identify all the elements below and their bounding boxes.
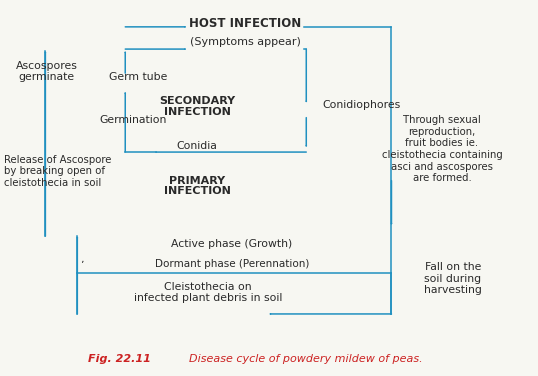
Text: ʼ: ʼ xyxy=(80,260,83,270)
Text: Ascospores
germinate: Ascospores germinate xyxy=(16,61,77,82)
Text: INFECTION: INFECTION xyxy=(164,107,231,117)
Text: INFECTION: INFECTION xyxy=(164,186,231,196)
Text: Conidia: Conidia xyxy=(176,141,217,151)
Text: Disease cycle of powdery mildew of peas.: Disease cycle of powdery mildew of peas. xyxy=(189,354,423,364)
Text: SECONDARY: SECONDARY xyxy=(159,96,235,106)
Text: Through sexual
reproduction,
fruit bodies ie.
cleistothecia containing
asci and : Through sexual reproduction, fruit bodie… xyxy=(381,115,502,183)
Text: Dormant phase (Perennation): Dormant phase (Perennation) xyxy=(154,259,309,269)
Text: Release of Ascospore
by breaking open of
cleistothecia in soil: Release of Ascospore by breaking open of… xyxy=(4,155,111,188)
Text: Fall on the
soil during
harvesting: Fall on the soil during harvesting xyxy=(424,262,482,296)
Text: Active phase (Growth): Active phase (Growth) xyxy=(171,238,292,249)
Text: Germination: Germination xyxy=(100,115,167,125)
Text: (Symptoms appear): (Symptoms appear) xyxy=(189,37,301,47)
Text: Cleistothecia on
infected plant debris in soil: Cleistothecia on infected plant debris i… xyxy=(133,282,282,303)
Text: PRIMARY: PRIMARY xyxy=(169,176,225,186)
Text: Conidiophores: Conidiophores xyxy=(322,100,400,110)
Text: Germ tube: Germ tube xyxy=(109,72,168,82)
Text: HOST INFECTION: HOST INFECTION xyxy=(189,17,301,30)
Text: Fig. 22.11: Fig. 22.11 xyxy=(88,354,151,364)
